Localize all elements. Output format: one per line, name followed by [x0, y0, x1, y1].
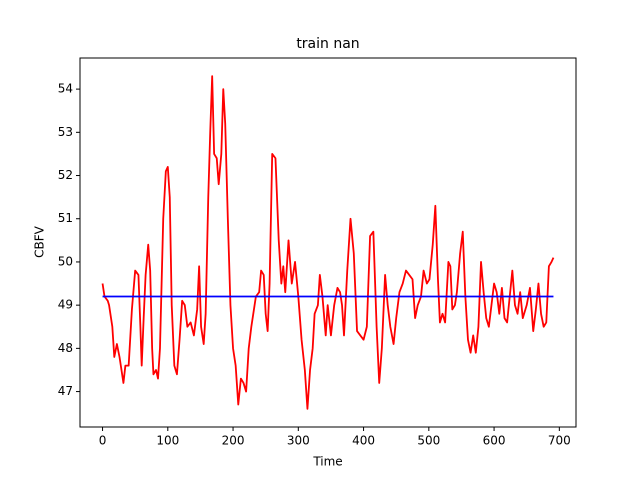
x-tick-label: 200: [222, 434, 245, 448]
y-tick-label: 52: [58, 168, 73, 182]
y-tick-label: 50: [58, 254, 73, 268]
y-tick-label: 48: [58, 341, 73, 355]
x-tick-label: 600: [483, 434, 506, 448]
x-tick-label: 300: [287, 434, 310, 448]
y-tick-label: 54: [58, 82, 73, 96]
chart-title: train nan: [296, 36, 359, 52]
y-tick-label: 51: [58, 211, 73, 225]
plot-frame: [79, 57, 577, 428]
y-tick-label: 49: [58, 298, 73, 312]
x-tick-label: 500: [417, 434, 440, 448]
y-axis-label: CBFV: [33, 225, 47, 258]
x-tick-label: 400: [352, 434, 375, 448]
y-tick-label: 47: [58, 384, 73, 398]
data-line: [101, 75, 555, 410]
x-tick-label: 700: [548, 434, 571, 448]
x-tick-label: 0: [99, 434, 107, 448]
x-tick-label: 100: [156, 434, 179, 448]
x-axis-label: Time: [312, 455, 342, 469]
y-tick-label: 53: [58, 125, 73, 139]
